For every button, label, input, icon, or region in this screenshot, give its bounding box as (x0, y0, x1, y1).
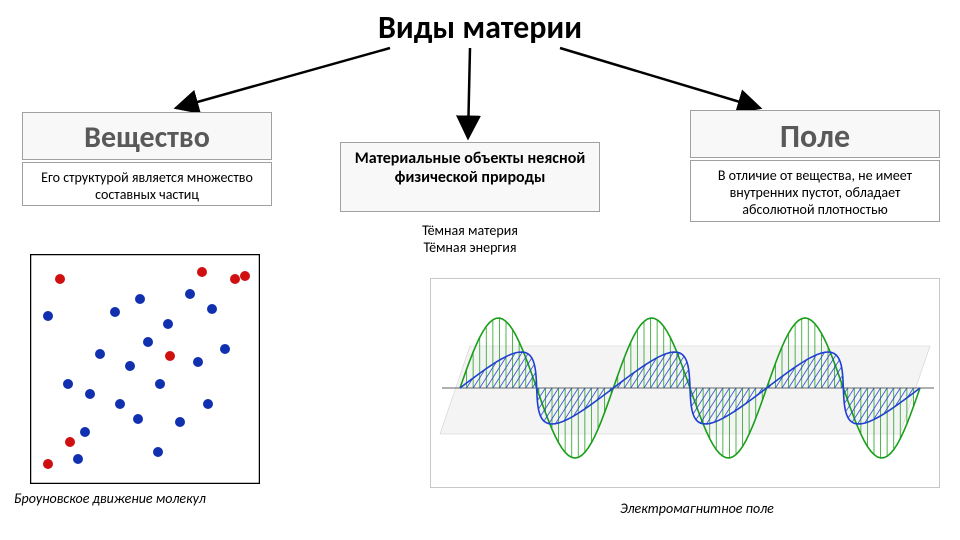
unclear-objects-text: Материальные объекты неясной физической … (349, 149, 591, 187)
brownian-caption: Броуновское движение молекул (14, 490, 206, 507)
substance-header-box: Вещество (22, 112, 272, 160)
field-sub: В отличие от вещества, не имеет внутренн… (699, 167, 931, 218)
unclear-objects-box: Материальные объекты неясной физической … (340, 142, 600, 212)
substance-sub: Его структурой является множество состав… (31, 169, 263, 203)
dark-matter-text: Тёмная материя Тёмная энергия (340, 222, 600, 256)
field-header: Поле (699, 117, 931, 156)
em-wave-diagram (430, 278, 940, 488)
field-sub-box: В отличие от вещества, не имеет внутренн… (690, 160, 940, 222)
brownian-scatter (30, 254, 260, 484)
field-header-box: Поле (690, 110, 940, 158)
substance-header: Вещество (31, 119, 263, 156)
substance-sub-box: Его структурой является множество состав… (22, 162, 272, 206)
em-caption: Электромагнитное поле (620, 500, 774, 517)
